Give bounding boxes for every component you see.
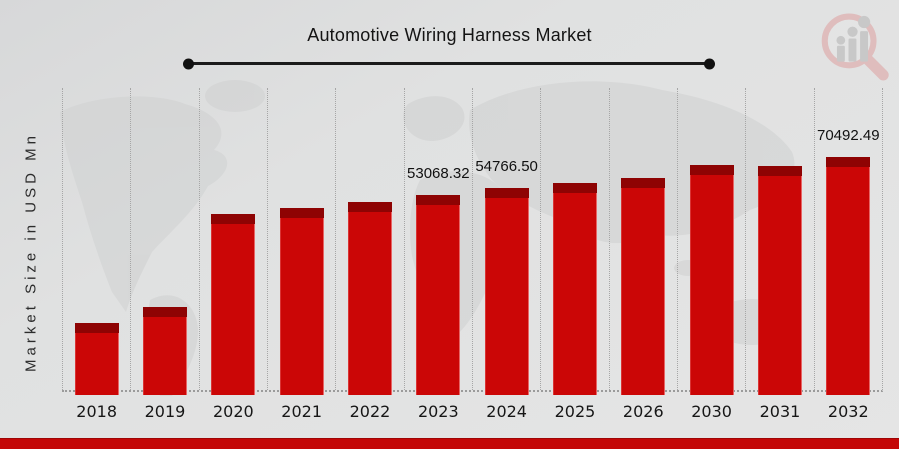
bar-cap bbox=[552, 183, 597, 193]
bar-value-label: 54766.50 bbox=[475, 158, 538, 175]
bar-cap bbox=[416, 195, 461, 205]
x-tick-label: 2024 bbox=[486, 402, 527, 421]
bar-cap bbox=[347, 202, 392, 212]
rule-endpoint-dot-left bbox=[183, 58, 194, 69]
bar-2023 bbox=[416, 195, 461, 395]
brand-magnifier-chart-logo bbox=[821, 13, 889, 81]
rule-endpoint-dot-right bbox=[704, 58, 715, 69]
bar-slot: 2025 bbox=[540, 88, 608, 421]
bar-slot: 2026 bbox=[608, 88, 677, 421]
bar-2032 bbox=[826, 157, 871, 395]
bar-cap bbox=[211, 214, 256, 224]
bar-cap bbox=[142, 307, 187, 317]
bar-2019 bbox=[142, 307, 187, 395]
x-tick-label: 2023 bbox=[417, 402, 459, 421]
x-tick-label: 2025 bbox=[554, 402, 596, 421]
bar-cap bbox=[826, 157, 871, 167]
y-axis-label: Market Size in USD Mn bbox=[22, 132, 40, 372]
bar-2021 bbox=[279, 208, 324, 395]
x-tick-label: 2020 bbox=[212, 402, 254, 421]
bar-2026 bbox=[621, 178, 666, 395]
chart-title: Automotive Wiring Harness Market bbox=[307, 25, 592, 45]
title-underline-rule bbox=[183, 58, 715, 69]
bar-2024 bbox=[484, 188, 529, 395]
bar-slot: 54766.50 2024 bbox=[471, 88, 540, 421]
bar-2031 bbox=[757, 166, 802, 395]
x-tick-label: 2026 bbox=[622, 402, 664, 421]
x-tick-label: 2021 bbox=[281, 402, 322, 421]
bar-value-label: 53068.32 bbox=[407, 165, 470, 182]
bottom-accent-strip bbox=[0, 438, 899, 449]
bar-slot: 2018 bbox=[62, 88, 130, 421]
bar-slot: 2020 bbox=[198, 88, 267, 421]
bar-2025 bbox=[552, 183, 597, 395]
bar-slot: 2030 bbox=[676, 88, 745, 421]
bar-slot: 2021 bbox=[266, 88, 335, 421]
x-tick-label: 2032 bbox=[827, 402, 869, 421]
bar-slot: 2031 bbox=[745, 88, 813, 421]
x-tick-label: 2030 bbox=[691, 402, 732, 421]
bar-cap bbox=[484, 188, 529, 198]
magnifier-handle-icon bbox=[863, 54, 889, 81]
bar-slot: 70492.49 2032 bbox=[813, 88, 882, 421]
bar-value-label: 70492.49 bbox=[816, 127, 880, 144]
bar-slot: 2019 bbox=[130, 88, 198, 421]
bar-2030 bbox=[689, 165, 734, 395]
bar-cap bbox=[757, 166, 802, 176]
bar-slot: 53068.32 2023 bbox=[403, 88, 472, 421]
x-tick-label: 2031 bbox=[759, 402, 801, 421]
x-tick-label: 2018 bbox=[76, 402, 118, 421]
x-tick-label: 2019 bbox=[144, 402, 186, 421]
bar-slot: 2022 bbox=[335, 88, 403, 421]
x-tick-label: 2022 bbox=[349, 402, 391, 421]
growth-bars-icon bbox=[836, 15, 871, 62]
bar-2018 bbox=[74, 323, 119, 395]
bar-cap bbox=[279, 208, 324, 218]
bar-cap bbox=[689, 165, 734, 175]
bar-cap bbox=[621, 178, 666, 188]
bar-2020 bbox=[211, 214, 256, 395]
bar-2022 bbox=[347, 202, 392, 395]
plot-area: 2018 2019 2020 2021 2022 53068.32 2023 54766.50… bbox=[62, 88, 883, 421]
bar-cap bbox=[74, 323, 119, 333]
